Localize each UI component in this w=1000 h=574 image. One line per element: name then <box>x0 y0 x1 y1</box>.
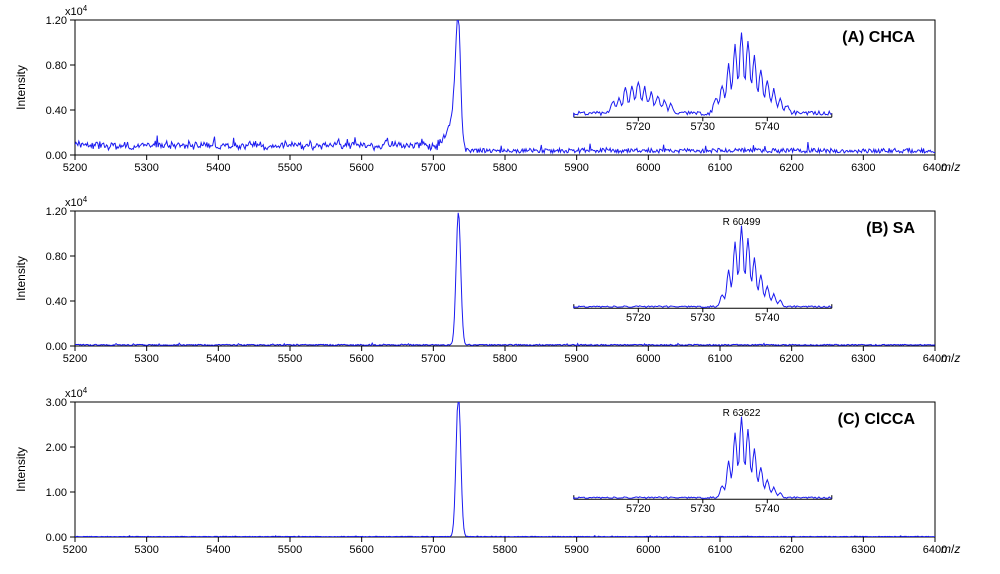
ytick-label: 1.00 <box>46 487 67 499</box>
xtick-label: 5800 <box>493 353 517 365</box>
ytick-label: 1.20 <box>46 15 67 27</box>
scale-label: x104 <box>65 386 88 401</box>
inset-xtick-label: 5730 <box>691 503 715 515</box>
inset-xtick-label: 5740 <box>755 503 779 515</box>
panel-A: x104 0.00 0.40 0.80 1.20 5200 5300 5400 5500 5600… <box>0 0 1000 191</box>
ytick-label: 1.20 <box>46 206 67 218</box>
ytick-label: 3.00 <box>46 397 67 409</box>
xtick-label: 5600 <box>349 162 373 174</box>
panel-label: (C) ClCCA <box>838 411 916 428</box>
x-axis-label: m/z <box>941 351 960 365</box>
xtick-label: 5800 <box>493 544 517 556</box>
inset-xtick-label: 5730 <box>691 121 715 133</box>
xtick-label: 5400 <box>206 544 230 556</box>
scale-label: x104 <box>65 4 88 19</box>
x-axis-label: m/z <box>941 160 960 174</box>
xtick-label: 6200 <box>779 162 803 174</box>
inset-series <box>574 33 832 118</box>
inset-xtick-label: 5740 <box>755 312 779 324</box>
ytick-label: 2.00 <box>46 442 67 454</box>
xtick-label: 5900 <box>564 353 588 365</box>
xtick-label: 5700 <box>421 162 445 174</box>
xtick-label: 6100 <box>708 544 732 556</box>
inset-xtick-label: 5740 <box>755 121 779 133</box>
xtick-label: 6000 <box>636 353 660 365</box>
panel-C: x104 0.00 1.00 2.00 3.00 5200 5300 5400 5500 5600… <box>0 382 1000 573</box>
xtick-label: 5600 <box>349 353 373 365</box>
xtick-label: 5500 <box>278 544 302 556</box>
resolution-label: R 60499 <box>723 217 761 228</box>
inset-xtick-label: 5720 <box>626 312 650 324</box>
xtick-label: 5200 <box>63 544 87 556</box>
xtick-label: 5200 <box>63 353 87 365</box>
xtick-label: 6300 <box>851 353 875 365</box>
ytick-label: 0.00 <box>46 532 67 544</box>
y-axis-label: Intensity <box>14 65 28 110</box>
xtick-label: 6300 <box>851 544 875 556</box>
xtick-label: 6000 <box>636 544 660 556</box>
inset-series <box>574 417 832 500</box>
xtick-label: 5300 <box>134 353 158 365</box>
xtick-label: 5900 <box>564 162 588 174</box>
xtick-label: 6300 <box>851 162 875 174</box>
xtick-label: 5500 <box>278 162 302 174</box>
inset-xtick-label: 5730 <box>691 312 715 324</box>
xtick-label: 6200 <box>779 544 803 556</box>
xtick-label: 5300 <box>134 544 158 556</box>
plot-border <box>75 211 935 346</box>
inset-xtick-label: 5720 <box>626 503 650 515</box>
xtick-label: 5700 <box>421 544 445 556</box>
y-axis-label: Intensity <box>14 447 28 492</box>
ytick-label: 0.40 <box>46 296 67 308</box>
xtick-label: 6200 <box>779 353 803 365</box>
panel-svg-C: x104 0.00 1.00 2.00 3.00 5200 5300 5400 5500 5600… <box>0 382 1000 573</box>
xtick-label: 5900 <box>564 544 588 556</box>
plot-border <box>75 20 935 155</box>
xtick-label: 5300 <box>134 162 158 174</box>
spectrum-series <box>75 20 935 153</box>
xtick-label: 6100 <box>708 353 732 365</box>
mass-spectra-figure: x104 0.00 0.40 0.80 1.20 5200 5300 5400 5500 5600… <box>0 0 1000 574</box>
xtick-label: 5700 <box>421 353 445 365</box>
spectrum-series <box>75 402 935 537</box>
panel-B: x104 0.00 0.40 0.80 1.20 5200 5300 5400 5500 5600… <box>0 191 1000 382</box>
xtick-label: 5600 <box>349 544 373 556</box>
scale-label: x104 <box>65 195 88 210</box>
spectrum-series <box>75 213 935 346</box>
xtick-label: 5500 <box>278 353 302 365</box>
ytick-label: 0.00 <box>46 341 67 353</box>
ytick-label: 0.00 <box>46 150 67 162</box>
xtick-label: 5800 <box>493 162 517 174</box>
xtick-label: 5400 <box>206 162 230 174</box>
xtick-label: 5200 <box>63 162 87 174</box>
panel-svg-B: x104 0.00 0.40 0.80 1.20 5200 5300 5400 5500 5600… <box>0 191 1000 382</box>
plot-border <box>75 402 935 537</box>
xtick-label: 5400 <box>206 353 230 365</box>
ytick-label: 0.40 <box>46 105 67 117</box>
xtick-label: 6100 <box>708 162 732 174</box>
ytick-label: 0.80 <box>46 60 67 72</box>
inset-series <box>574 226 832 309</box>
ytick-label: 0.80 <box>46 251 67 263</box>
inset-xtick-label: 5720 <box>626 121 650 133</box>
x-axis-label: m/z <box>941 542 960 556</box>
panel-label: (B) SA <box>866 220 915 237</box>
panel-label: (A) CHCA <box>842 29 915 46</box>
y-axis-label: Intensity <box>14 256 28 301</box>
panel-svg-A: x104 0.00 0.40 0.80 1.20 5200 5300 5400 5500 5600… <box>0 0 1000 191</box>
xtick-label: 6000 <box>636 162 660 174</box>
resolution-label: R 63622 <box>723 408 761 419</box>
